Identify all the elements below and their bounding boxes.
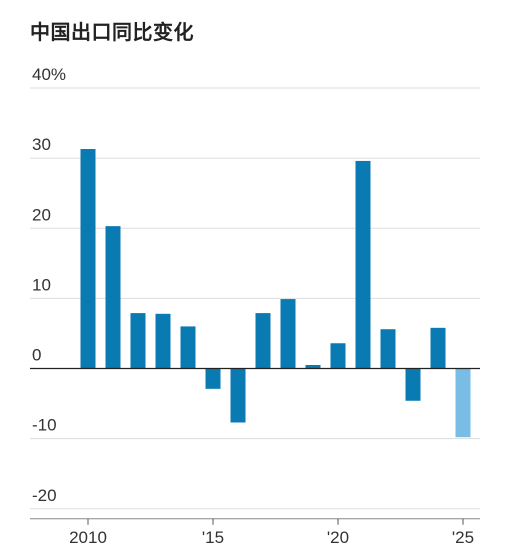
bar xyxy=(155,313,171,369)
bar xyxy=(80,149,96,369)
bar-estimate xyxy=(455,368,471,438)
y-tick-label: 0 xyxy=(32,346,41,365)
bar xyxy=(255,313,271,369)
x-tick-label: '20 xyxy=(327,528,349,547)
bar xyxy=(405,368,421,401)
y-tick-label: -10 xyxy=(32,416,57,435)
grid-lines xyxy=(30,87,480,510)
bar xyxy=(330,343,346,369)
y-tick-label: 30 xyxy=(32,135,51,154)
y-tick-label: -20 xyxy=(32,486,57,505)
bar xyxy=(205,368,221,389)
chart-title: 中国出口同比变化 xyxy=(30,20,194,44)
bar xyxy=(355,160,371,369)
x-tick-label: '25 xyxy=(452,528,474,547)
bar xyxy=(305,364,321,369)
x-tick-label: 2010 xyxy=(69,528,107,547)
bar xyxy=(230,368,246,423)
bar xyxy=(280,299,296,369)
y-tick-label: 20 xyxy=(32,205,51,224)
bar xyxy=(430,327,446,369)
bars xyxy=(80,149,471,438)
y-tick-label: 10 xyxy=(32,275,51,294)
bar xyxy=(180,326,196,369)
bar xyxy=(105,226,121,369)
axes xyxy=(30,367,480,525)
bar xyxy=(380,329,396,369)
bar xyxy=(130,313,146,369)
x-tick-label: '15 xyxy=(202,528,224,547)
y-tick-label: 40% xyxy=(32,65,66,84)
